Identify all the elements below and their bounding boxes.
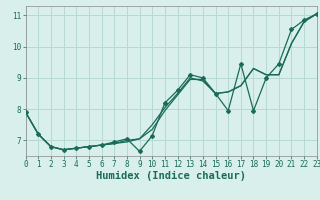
X-axis label: Humidex (Indice chaleur): Humidex (Indice chaleur) bbox=[96, 171, 246, 181]
